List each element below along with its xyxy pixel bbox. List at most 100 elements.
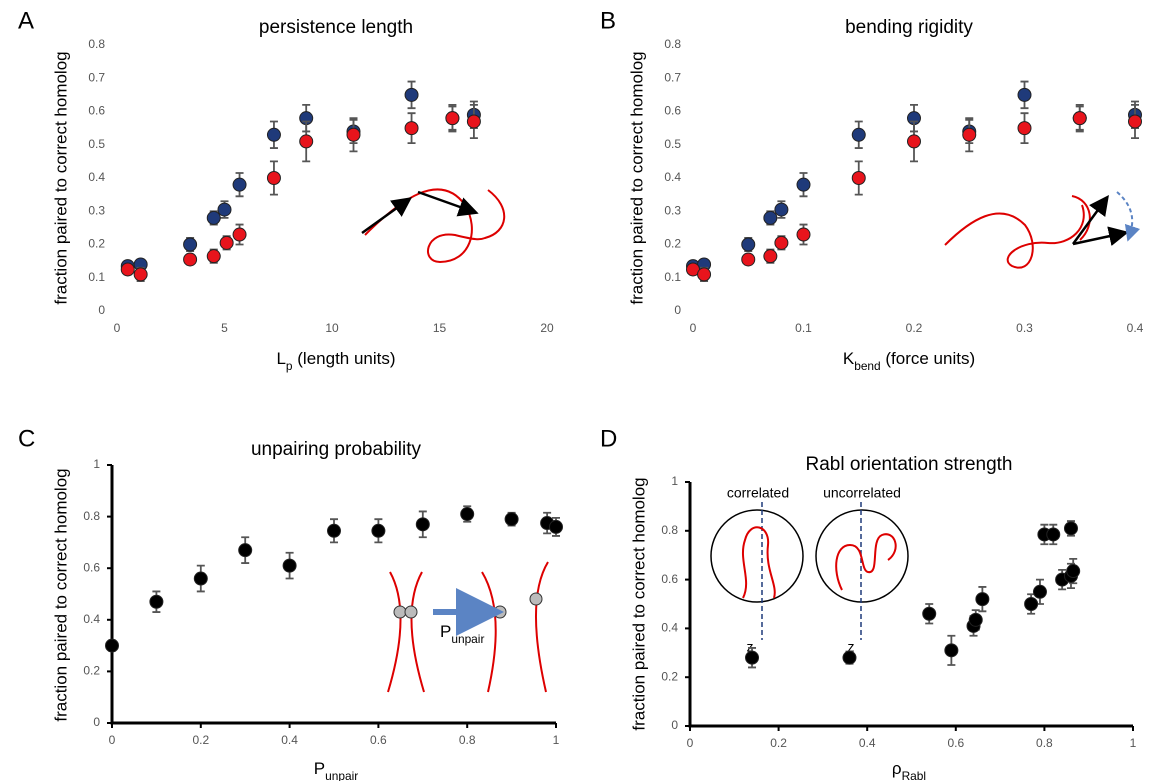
point [851,171,866,185]
label-base: P [314,759,325,778]
point [745,650,760,665]
chart-title: persistence length [259,17,413,38]
x-tick-label: 0 [687,736,694,750]
y-tick-label: 0.3 [88,203,105,217]
x-tick-label: 0.3 [1016,321,1033,335]
y-tick-label: 0.6 [664,104,681,118]
label-sub: p [286,359,293,373]
label-tail: (force units) [881,349,975,368]
point [851,127,866,142]
point [232,227,247,242]
y-tick-label: 1 [671,474,678,488]
inset-sketch [944,191,1141,269]
x-tick-label: 0.6 [947,736,964,750]
point [282,558,297,573]
point [415,517,430,532]
x-tick-label: 1 [1130,736,1137,750]
y-tick-label: 0.8 [661,523,678,537]
point [404,87,419,102]
label: Lp (length units) [276,349,395,373]
x-tick-label: 0.6 [370,733,387,747]
point [238,543,253,558]
y-tick-label: 0.7 [88,70,105,84]
axes [110,465,556,725]
point [120,262,135,277]
x-tick-label: 0.2 [906,321,923,335]
x-tick-label: 0.2 [770,736,787,750]
point [105,638,119,653]
y-tick-label: 0.4 [88,170,105,184]
label-sub: unpair [325,769,358,781]
point [266,171,281,185]
point [944,643,959,658]
point [504,512,519,527]
point [697,267,712,282]
chart-title: unpairing probability [251,439,422,460]
point [962,127,977,142]
point [774,235,789,250]
label-sub: unpair [451,632,484,646]
y-tick-label: 0 [93,715,100,729]
point [1017,121,1032,136]
chart-title: bending rigidity [845,17,973,38]
y-axis-label: fraction paired to correct homolog [51,51,70,304]
point [206,249,221,264]
point [460,507,475,522]
x-tick-label: 0 [690,321,697,335]
point [1032,584,1047,599]
y-tick-label: 0.6 [661,572,678,586]
point [1046,527,1061,542]
point [232,177,247,192]
point [219,235,234,250]
point [968,612,983,627]
annotation: z [747,639,754,655]
point [741,252,756,267]
annotation: uncorrelated [823,485,901,501]
inset-sketch [361,188,506,264]
x-tick-label: 0.8 [1036,736,1053,750]
label-base: K [843,349,855,368]
point [922,606,937,621]
point [193,571,208,586]
y-tick-label: 0.3 [664,203,681,217]
point [206,210,221,225]
x-tick-label: 0.1 [795,321,812,335]
point [975,592,990,607]
point [299,134,314,149]
y-tick-label: 0.6 [83,560,100,574]
x-tick-label: 0.2 [192,733,209,747]
y-tick-label: 0.5 [88,137,105,151]
label-base: L [276,349,285,368]
inset-sketch [387,561,549,693]
y-tick-label: 0 [671,718,678,732]
point [346,127,361,142]
x-tick-label: 0 [109,733,116,747]
point [445,111,460,126]
point [796,177,811,192]
point [183,252,198,267]
point [266,127,281,142]
point [1017,87,1032,102]
x-tick-label: 5 [221,321,228,335]
point [1072,111,1087,126]
y-tick-label: 0.2 [661,669,678,683]
y-tick-label: 0.5 [664,137,681,151]
point [1063,521,1078,536]
panel-letter: B [600,7,616,34]
y-tick-label: 0.4 [661,621,678,635]
label: Punpair [440,622,484,646]
x-tick-label: 10 [325,321,339,335]
point [796,227,811,242]
point [1128,114,1142,129]
panel-letter: A [18,7,34,34]
y-tick-label: 0.4 [83,612,100,626]
chart-title: Rabl orientation strength [805,454,1012,475]
x-tick-label: 20 [540,321,554,335]
x-tick-label: 0.4 [859,736,876,750]
label: Kbend (force units) [843,349,975,373]
point [763,249,778,264]
point [1066,564,1081,579]
y-axis-label: fraction paired to correct homolog [51,468,70,721]
point [404,121,419,136]
